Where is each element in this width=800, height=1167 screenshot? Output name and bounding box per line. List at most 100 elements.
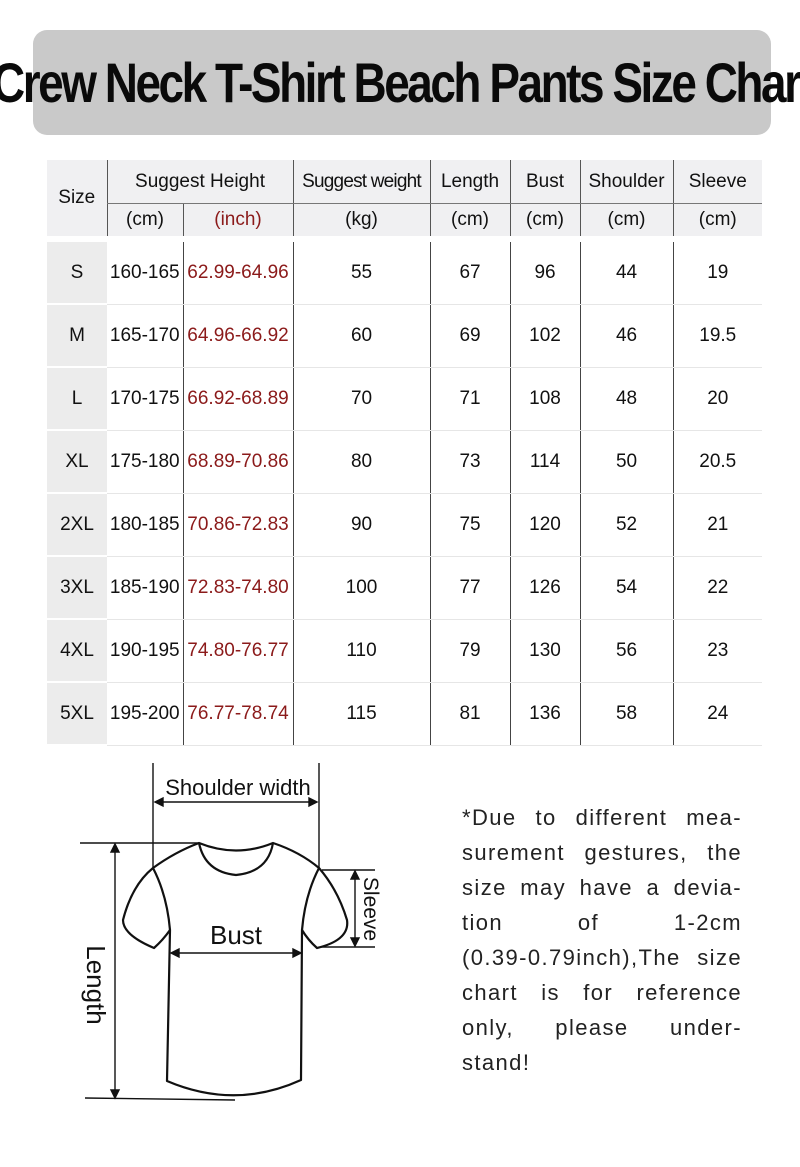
header-sleeve: Sleeve [672, 160, 763, 204]
cell-bust: 108 [509, 367, 581, 431]
unit-weight: (kg) [292, 203, 431, 236]
cell-inch: 70.86-72.83 [182, 493, 294, 557]
cell-size: 3XL [47, 556, 107, 620]
table-row: 2XL 180-185 70.86-72.83 90 75 120 52 21 [47, 493, 763, 557]
cell-size: 5XL [47, 682, 107, 746]
note-line: only, please under- [462, 1015, 742, 1040]
cell-size: M [47, 304, 107, 368]
measurement-note: *Due to different mea-surement gestures,… [462, 800, 742, 1080]
table-row: 4XL 190-195 74.80-76.77 110 79 130 56 23 [47, 619, 763, 683]
cell-bust: 96 [509, 242, 581, 305]
cell-cm: 195-200 [107, 682, 183, 746]
cell-length: 81 [429, 682, 511, 746]
cell-cm: 170-175 [107, 367, 183, 431]
cell-sleeve: 19.5 [672, 304, 763, 368]
cell-cm: 190-195 [107, 619, 183, 683]
cell-kg: 80 [292, 430, 431, 494]
unit-shoulder: (cm) [579, 203, 674, 236]
header-bust: Bust [509, 160, 581, 204]
cell-inch: 66.92-68.89 [182, 367, 294, 431]
cell-bust: 114 [509, 430, 581, 494]
size-table: Size Suggest Height Suggest weight Lengt… [47, 160, 763, 746]
note-line: chart is for reference [462, 980, 742, 1005]
cell-length: 75 [429, 493, 511, 557]
title-banner: Crew Neck T-Shirt Beach Pants Size Chart [0, 30, 800, 135]
shoulder-width-label: Shoulder width [165, 775, 311, 800]
header-length: Length [429, 160, 511, 204]
table-row: 5XL 195-200 76.77-78.74 115 81 136 58 24 [47, 682, 763, 746]
neckline [197, 842, 275, 877]
cell-length: 79 [429, 619, 511, 683]
header-weight: Suggest weight [292, 160, 431, 204]
cell-cm: 185-190 [107, 556, 183, 620]
cell-kg: 115 [292, 682, 431, 746]
cell-shoulder: 46 [579, 304, 674, 368]
cell-sleeve: 19 [672, 242, 763, 305]
cell-bust: 120 [509, 493, 581, 557]
header-size: Size [47, 160, 107, 236]
cell-shoulder: 50 [579, 430, 674, 494]
cell-size: XL [47, 430, 107, 494]
table-row: M 165-170 64.96-66.92 60 69 102 46 19.5 [47, 304, 763, 368]
note-line: stand! [462, 1050, 531, 1075]
left-armhole [152, 867, 172, 931]
cell-inch: 68.89-70.86 [182, 430, 294, 494]
cell-length: 71 [429, 367, 511, 431]
cell-kg: 110 [292, 619, 431, 683]
cell-kg: 100 [292, 556, 431, 620]
cell-kg: 70 [292, 367, 431, 431]
bust-label: Bust [210, 920, 263, 950]
unit-sleeve: (cm) [672, 203, 763, 236]
cell-sleeve: 20.5 [672, 430, 763, 494]
note-line: (0.39-0.79inch),The size [462, 945, 742, 970]
cell-sleeve: 21 [672, 493, 763, 557]
cell-cm: 160-165 [107, 242, 183, 305]
page-title: Crew Neck T-Shirt Beach Pants Size Chart [0, 51, 800, 114]
cell-length: 69 [429, 304, 511, 368]
cell-bust: 136 [509, 682, 581, 746]
cell-kg: 90 [292, 493, 431, 557]
cell-sleeve: 24 [672, 682, 763, 746]
cell-bust: 130 [509, 619, 581, 683]
length-label: Length [81, 945, 111, 1025]
table-row: L 170-175 66.92-68.89 70 71 108 48 20 [47, 367, 763, 431]
cell-sleeve: 22 [672, 556, 763, 620]
note-line: surement gestures, the [462, 840, 742, 865]
table-row: S 160-165 62.99-64.96 55 67 96 44 19 [47, 242, 763, 305]
unit-height-cm: (cm) [106, 203, 183, 236]
unit-row: (cm) (inch) (kg) (cm) (cm) (cm) (cm) [47, 203, 763, 236]
cell-bust: 126 [509, 556, 581, 620]
cell-inch: 64.96-66.92 [182, 304, 294, 368]
cell-length: 67 [429, 242, 511, 305]
cell-shoulder: 52 [579, 493, 674, 557]
right-armhole [300, 867, 320, 931]
cell-shoulder: 48 [579, 367, 674, 431]
note-line: *Due to different mea- [462, 805, 742, 830]
table-row: XL 175-180 68.89-70.86 80 73 114 50 20.5 [47, 430, 763, 494]
cell-size: L [47, 367, 107, 431]
cell-length: 73 [429, 430, 511, 494]
cell-inch: 72.83-74.80 [182, 556, 294, 620]
cell-cm: 175-180 [107, 430, 183, 494]
cell-shoulder: 44 [579, 242, 674, 305]
cell-inch: 74.80-76.77 [182, 619, 294, 683]
cell-sleeve: 23 [672, 619, 763, 683]
cell-sleeve: 20 [672, 367, 763, 431]
cell-size: 4XL [47, 619, 107, 683]
note-line: size may have a devia- [462, 875, 742, 900]
header-shoulder: Shoulder [579, 160, 674, 204]
cell-bust: 102 [509, 304, 581, 368]
cell-inch: 62.99-64.96 [182, 242, 294, 305]
unit-height-inch: (inch) [182, 203, 294, 236]
unit-length: (cm) [429, 203, 511, 236]
unit-bust: (cm) [509, 203, 581, 236]
cell-inch: 76.77-78.74 [182, 682, 294, 746]
cell-size: 2XL [47, 493, 107, 557]
note-line: tion of 1-2cm [462, 910, 742, 935]
sleeve-label: Sleeve [359, 877, 382, 941]
cell-kg: 55 [292, 242, 431, 305]
cell-length: 77 [429, 556, 511, 620]
cell-shoulder: 56 [579, 619, 674, 683]
cell-shoulder: 58 [579, 682, 674, 746]
